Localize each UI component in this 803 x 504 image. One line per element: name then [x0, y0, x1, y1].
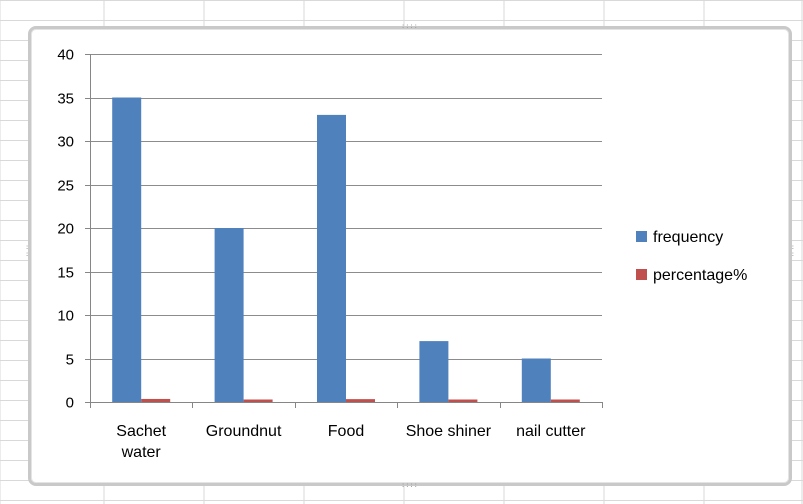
bar-percentage-[interactable] [141, 398, 171, 402]
y-tick-label: 0 [66, 395, 74, 412]
y-tick-label: 20 [57, 221, 74, 238]
y-tick-label: 30 [57, 134, 74, 151]
bar-percentage-[interactable] [346, 399, 375, 402]
bar-percentage-[interactable] [448, 399, 478, 403]
x-category-label: nail cutter [516, 423, 586, 440]
y-tick-label: 35 [57, 91, 74, 108]
resize-handle-left[interactable]: :: [25, 243, 30, 258]
resize-handle-bottom[interactable]: :::: [401, 481, 418, 489]
resize-handle-top[interactable]: :::: [401, 22, 418, 30]
bar-percentage-[interactable] [550, 399, 580, 403]
resize-handle-right[interactable]: :: [790, 243, 795, 258]
legend-swatch [636, 269, 647, 280]
legend-label: percentage% [653, 267, 747, 284]
y-tick-label: 40 [57, 47, 74, 64]
bar-frequency[interactable] [112, 97, 142, 403]
bar-frequency[interactable] [521, 358, 551, 403]
bars [112, 97, 580, 403]
legend-swatch [636, 231, 647, 242]
legend-label: frequency [653, 229, 723, 246]
axes [85, 54, 603, 408]
y-tick-label: 25 [57, 178, 74, 195]
x-category-label: Food [328, 423, 364, 440]
y-tick-label: 15 [57, 265, 74, 282]
bar-percentage-[interactable] [243, 399, 273, 403]
bar-frequency[interactable] [214, 228, 244, 402]
legend: frequency percentage% [636, 229, 747, 284]
y-tick-label: 5 [66, 352, 74, 369]
chart-area[interactable]: :::: :::: :: :: [25, 22, 795, 489]
bar-frequency[interactable] [419, 341, 449, 402]
x-category-label: Sachet water [116, 423, 166, 461]
bar-frequency[interactable] [317, 114, 346, 403]
y-tick-label: 10 [57, 308, 74, 325]
axis-labels: 0 5 10 15 20 25 30 35 40 Sachet water Groundnut Food… [57, 47, 586, 462]
x-category-label: Shoe shiner [406, 423, 492, 440]
x-category-label: Groundnut [206, 423, 282, 440]
